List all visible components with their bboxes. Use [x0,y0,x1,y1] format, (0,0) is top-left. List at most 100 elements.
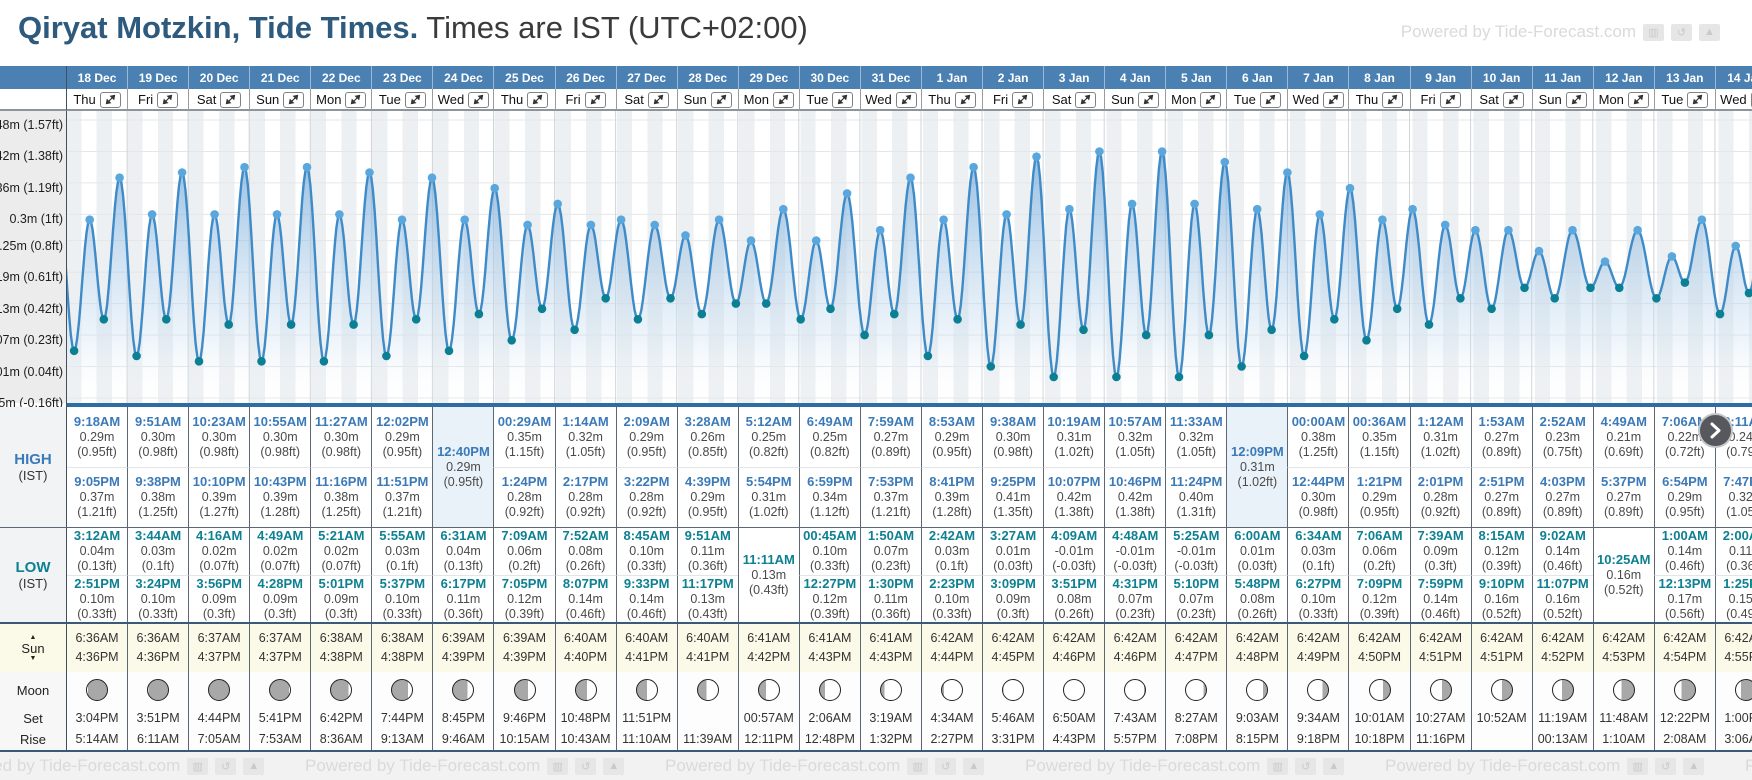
tide-height-ft: (1.21ft) [77,505,117,520]
tide-height-ft: (0.89ft) [1481,505,1522,520]
watermark-text: Powered by Tide-Forecast.com [305,756,541,775]
sunrise-time: 6:39AM [502,630,547,645]
tide-height-m: 0.30m [323,429,359,444]
low-tide-cell-am: 7:52AM 0.08m (0.26ft) [554,528,616,575]
expand-day-button[interactable] [954,91,976,108]
gutter-divider [66,66,67,750]
moonset-time-cell: 8:45PM [432,708,494,729]
high-row-label-text: HIGH [14,451,52,468]
expand-day-button[interactable] [468,91,490,108]
low-tide-cell-pm: 7:09PM 0.12m (0.39ft) [1348,575,1410,622]
expand-day-button[interactable] [527,91,549,108]
day-header-cell: Sun [1104,89,1165,110]
y-axis-label: 0.01m (0.04ft) [0,364,63,379]
next-days-button[interactable] [1698,413,1733,448]
moon-phase-icon [330,679,353,701]
tide-height-m: 0.15m [1728,591,1752,606]
date-header-cell: 9 Jan [1409,66,1471,89]
low-tide-cell-pm: 11:17PM 0.13m (0.43ft) [676,575,738,622]
expand-day-button[interactable] [99,91,121,108]
low-tide-cell-am: 9:02AM 0.14m (0.46ft) [1531,528,1593,575]
tide-time: 7:09AM [501,528,548,544]
tide-time: 6:34AM [1295,528,1342,544]
tide-time: 12:09PM [1230,443,1284,459]
sun-row-label: ▲ Sun ▼ [0,624,66,672]
expand-day-button[interactable] [710,91,732,108]
tide-height-ft: (0.26ft) [1237,606,1278,621]
moonrise-time-cell: 7:53AM [249,729,311,750]
tide-height-m: 0.10m [1301,591,1336,606]
day-header-cell: Tue [371,89,432,110]
moonrise-time-cell: 2:08AM [1653,729,1715,750]
expand-day-button[interactable] [345,91,367,108]
expand-day-button[interactable] [1075,91,1097,108]
expand-day-button[interactable] [1565,91,1587,108]
tide-height-ft: (-0.03ft) [1113,559,1158,574]
expand-day-button[interactable] [1502,91,1524,108]
moonrise-time-cell: 5:57PM [1104,729,1166,750]
expand-day-button[interactable] [1200,91,1222,108]
expand-day-button[interactable] [1323,91,1345,108]
low-tide-cell-am: 00:45AM 0.10m (0.33ft) [798,528,860,575]
tide-time: 6:17PM [440,575,487,591]
tide-height-m: 0.09m [1423,544,1458,559]
expand-day-button[interactable] [895,91,917,108]
expand-day-button[interactable] [1259,91,1281,108]
expand-day-button[interactable] [1138,91,1160,108]
low-tide-cell-pm: 5:37PM 0.10m (0.33ft) [371,575,433,622]
watermark-refresh-icon: ↺ [935,757,957,775]
sun-times-cell: 6:42AM 4:52PM [1531,624,1593,672]
tide-time: 10:25AM [1597,551,1651,567]
moon-phase-icon [696,679,719,701]
high-tide-cell-pm: 4:39PM 0.29m (0.95ft) [676,467,738,527]
tide-time: 3:24PM [135,575,181,591]
tide-height-m: 0.13m [751,567,787,582]
date-header-cell: 29 Dec [737,66,799,89]
sun-row-label-text: Sun [21,640,45,656]
tide-time: 11:16PM [315,474,368,490]
expand-day-button[interactable] [157,91,179,108]
expand-day-button[interactable] [1012,91,1034,108]
expand-day-button[interactable] [584,91,606,108]
expand-day-button[interactable] [1382,91,1404,108]
expand-day-button[interactable] [832,91,854,108]
tide-time: 4:48AM [1112,528,1159,544]
tide-height-ft: (0.07ft) [260,559,301,574]
tide-time: 1:14AM [562,413,609,429]
expand-day-button[interactable] [283,91,305,108]
low-tide-cell-am: 6:31AM 0.04m (0.13ft) [432,528,494,575]
expand-day-button[interactable] [647,91,669,108]
sunset-time: 4:54PM [1663,650,1707,664]
tide-time: 8:53AM [928,413,976,429]
moonset-time-cell: 11:19AM [1531,708,1593,729]
date-header-cell: 26 Dec [554,66,616,89]
moon-phase-cell [1714,672,1752,708]
tide-height-ft: (1.15ft) [504,444,545,459]
expand-day-button[interactable] [1687,91,1709,108]
sunrise-time: 6:41AM [869,630,913,645]
tide-height-m: 0.11m [446,591,481,606]
moon-phase-icon [1124,679,1147,701]
expand-day-button[interactable] [1750,91,1752,108]
expand-day-button[interactable] [772,91,794,108]
watermark-mountain-icon: ▲ [603,757,625,775]
tide-height-m: 0.10m [79,591,115,606]
expand-day-button[interactable] [1627,91,1649,108]
high-tide-cell-pm: 9:38PM 0.38m (1.25ft) [127,467,189,527]
moon-phase-icon [1551,679,1574,701]
tide-height-m: 0.32m [1728,490,1752,505]
expand-day-button[interactable] [404,91,426,108]
moon-phase-cell [127,672,189,708]
tide-height-m: -0.01m [1176,544,1216,559]
day-header-cell: Wed [432,89,493,110]
expand-day-button[interactable] [220,91,242,108]
tide-height-ft: (0.56ft) [1665,606,1705,621]
sun-times-cell: 6:42AM 4:51PM [1470,624,1532,672]
day-header-cell: Tue [798,89,860,110]
tide-time: 2:01PM [1417,474,1464,490]
expand-day-button[interactable] [1439,91,1461,108]
moon-phase-icon [1185,679,1208,701]
moon-phase-cell [66,672,128,708]
moon-phase-cell [1226,672,1288,708]
tide-height-ft: (0.52ft) [1481,606,1522,621]
